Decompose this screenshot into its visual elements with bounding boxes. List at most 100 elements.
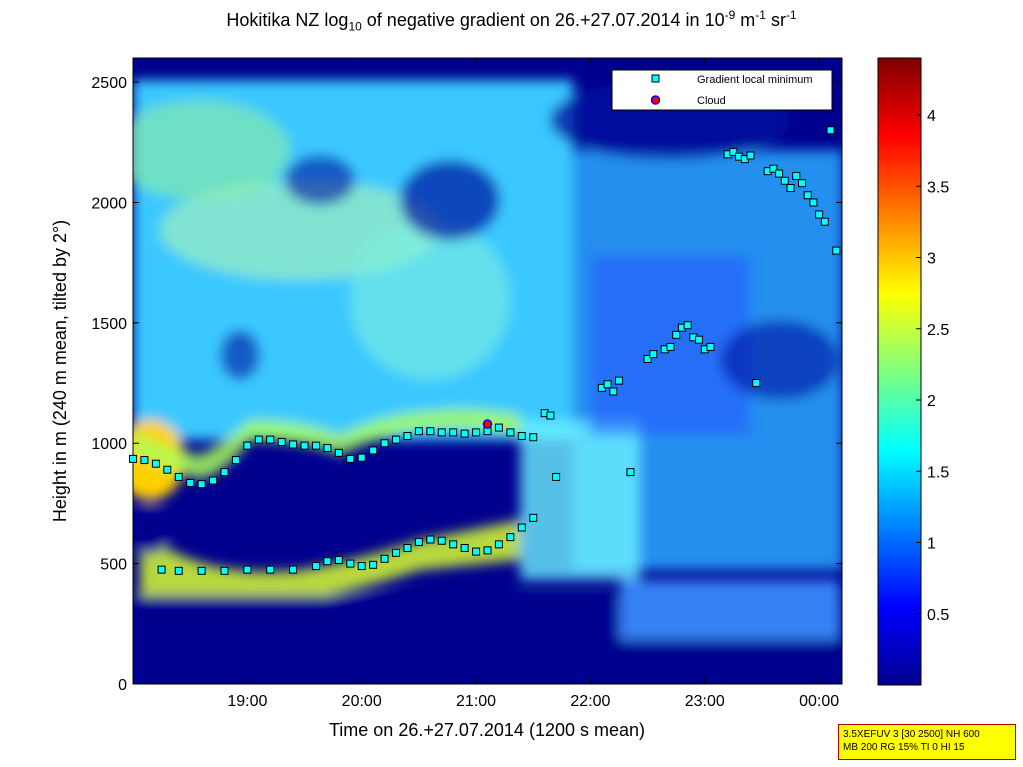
gradient-min-point: [649, 350, 658, 359]
gradient-min-point: [529, 433, 538, 442]
gradient-min-point: [311, 441, 320, 450]
gradient-min-point: [729, 147, 738, 156]
gradient-min-point: [820, 217, 829, 226]
gradient-min-point: [414, 537, 423, 546]
colorbar: [877, 57, 922, 686]
gradient-min-point: [197, 480, 206, 489]
gradient-min-point: [706, 342, 715, 351]
legend: Gradient local minimum Cloud: [611, 69, 833, 111]
colorbar-tick-label: 4: [927, 108, 936, 125]
gradient-min-point: [380, 554, 389, 563]
gradient-min-point: [797, 179, 806, 188]
gradient-min-point: [746, 151, 755, 160]
gradient-min-point: [672, 330, 681, 339]
y-tick-label: 2500: [91, 75, 127, 92]
gradient-min-point: [483, 546, 492, 555]
colorbar-tick-label: 3.5: [927, 179, 949, 196]
gradient-min-point: [494, 423, 503, 432]
gradient-min-point: [815, 210, 824, 219]
gradient-min-point: [615, 376, 624, 385]
gradient-min-point: [506, 533, 515, 542]
gradient-min-point: [157, 565, 166, 574]
gradient-min-point: [449, 428, 458, 437]
gradient-min-point: [346, 454, 355, 463]
gradient-min-point: [826, 126, 835, 135]
colorbar-tick-label: 3: [927, 251, 936, 268]
gradient-min-point: [809, 198, 818, 207]
gradient-min-point: [643, 354, 652, 363]
data-markers: [129, 126, 841, 575]
gradient-min-point: [357, 453, 366, 462]
gradient-min-point: [517, 523, 526, 532]
info-line-2: MB 200 RG 15% TI 0 HI 15: [843, 742, 965, 753]
plot-frame: [132, 57, 843, 685]
gradient-min-point: [803, 191, 812, 200]
gradient-min-point: [334, 448, 343, 457]
gradient-min-point: [300, 441, 309, 450]
gradient-min-point: [666, 342, 675, 351]
cloud-point: [482, 419, 493, 429]
colorbar-tick-label: 1.5: [927, 464, 949, 481]
gradient-min-point: [220, 468, 229, 477]
chart-title: Hokitika NZ log10 of negative gradient o…: [226, 8, 797, 34]
y-tick-label: 0: [118, 677, 127, 694]
x-tick-label: 20:00: [342, 693, 382, 710]
gradient-min-point: [403, 432, 412, 441]
colorbar-tick-label: 0.5: [927, 607, 949, 624]
colorbar-tick-label: 2.5: [927, 322, 949, 339]
gradient-min-point: [483, 427, 492, 436]
x-tick-label: 00:00: [799, 693, 839, 710]
gradient-min-point: [775, 169, 784, 178]
gradient-min-point: [460, 543, 469, 552]
x-axis-label: Time on 26.+27.07.2014 (1200 s mean): [329, 720, 645, 740]
gradient-min-point: [380, 439, 389, 448]
gradient-min-point: [311, 562, 320, 571]
x-tick-label: 23:00: [685, 693, 725, 710]
gradient-min-point: [786, 184, 795, 193]
gradient-min-point: [546, 411, 555, 420]
gradient-min-point: [334, 556, 343, 565]
gradient-min-point: [151, 459, 160, 468]
gradient-min-point: [437, 428, 446, 437]
gradient-min-point: [695, 335, 704, 344]
x-tick-label: 22:00: [570, 693, 610, 710]
y-tick-label: 1500: [91, 316, 127, 333]
gradient-min-point: [323, 557, 332, 566]
gradient-min-point: [832, 246, 841, 255]
y-tick-label: 2000: [91, 195, 127, 212]
colorbar-axis: 0.5 1 1.5 2 2.5 3 3.5 4: [916, 108, 949, 624]
gradient-min-point: [129, 454, 137, 463]
gradient-min-point: [552, 472, 561, 481]
x-axis: 19:00 20:00 21:00 22:00 23:00 00:00: [227, 58, 839, 710]
info-line-1: 3.5XEFUV 3 [30 2500] NH 600: [843, 729, 980, 740]
gradient-min-point: [163, 465, 172, 474]
gradient-min-point: [266, 435, 275, 444]
gradient-min-point: [243, 441, 252, 450]
legend-label-gradient: Gradient local minimum: [697, 74, 813, 86]
gradient-min-point: [369, 560, 378, 569]
colorbar-tick-label: 2: [927, 393, 936, 410]
gradient-min-point: [392, 548, 401, 557]
gradient-min-point: [426, 535, 435, 544]
gradient-min-point: [494, 540, 503, 549]
gradient-min-point: [186, 478, 195, 487]
gradient-min-point: [357, 562, 366, 571]
gradient-min-point: [460, 429, 469, 438]
legend-marker-gradient: [651, 74, 660, 83]
gradient-min-point: [209, 476, 218, 485]
gradient-min-point: [254, 435, 263, 444]
gradient-min-point: [266, 565, 275, 574]
gradient-min-point: [346, 559, 355, 568]
legend-label-cloud: Cloud: [697, 95, 726, 107]
gradient-min-point: [472, 428, 481, 437]
gradient-min-point: [769, 164, 778, 173]
gradient-min-point: [683, 321, 692, 330]
gradient-min-point: [792, 171, 801, 180]
gradient-min-point: [437, 536, 446, 545]
gradient-min-point: [449, 540, 458, 549]
legend-marker-cloud: [650, 95, 661, 105]
x-tick-label: 21:00: [456, 693, 496, 710]
colorbar-tick-label: 1: [927, 536, 936, 553]
y-tick-label: 1000: [91, 436, 127, 453]
